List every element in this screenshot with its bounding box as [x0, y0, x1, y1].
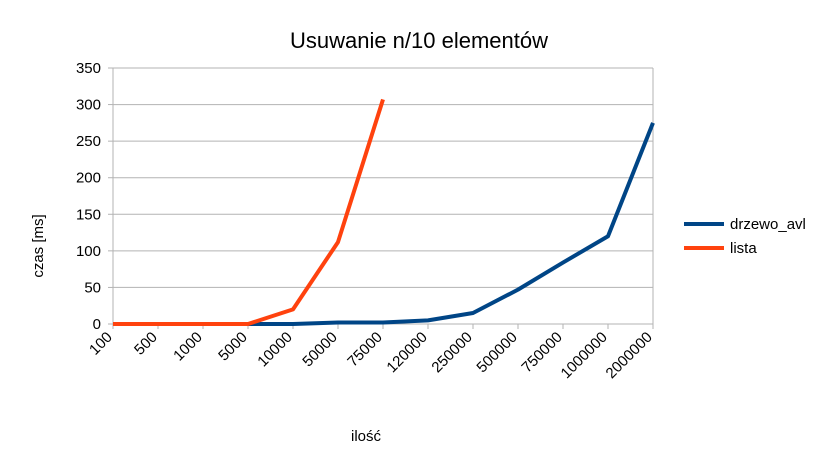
y-tick-labels: 0 50 100 150 200 250 300 350	[76, 60, 101, 333]
x-axis-label: ilość	[351, 428, 382, 445]
x-tick-label: 10000	[254, 329, 296, 371]
x-tick-labels: 100 500 1000 5000 10000 50000 7500012000025000…	[86, 329, 656, 382]
y-tick-label: 250	[76, 133, 101, 150]
gridlines	[108, 67, 654, 329]
x-tick-label: 75000	[344, 329, 386, 371]
legend-label: lista	[730, 240, 757, 257]
x-tick-label: 120000	[383, 329, 430, 376]
x-tick-label: 50000	[299, 329, 341, 371]
x-tick-label: 500000	[473, 329, 520, 376]
y-tick-label: 200	[76, 170, 101, 187]
series-line-drzewo_avl	[113, 122, 655, 326]
series-lines	[113, 98, 655, 326]
series-line-lista	[113, 98, 385, 326]
x-tick-label: 5000	[215, 329, 251, 365]
y-axis-label: czas [ms]	[30, 214, 47, 277]
chart-title: Usuwanie n/10 elementów	[290, 28, 548, 53]
x-tick-label: 2000000	[603, 329, 656, 382]
y-tick-label: 300	[76, 97, 101, 114]
x-tick-label: 250000	[428, 329, 475, 376]
y-tick-label: 50	[84, 279, 101, 296]
y-tick-label: 0	[93, 316, 101, 333]
y-tick-label: 150	[76, 206, 101, 223]
x-tick-label: 1000	[170, 329, 206, 365]
y-tick-label: 100	[76, 243, 101, 260]
x-tick-label: 100	[86, 329, 116, 359]
legend-label: drzewo_avl	[730, 216, 806, 233]
x-tick-label: 500	[131, 329, 161, 359]
x-tick-label: 1000000	[558, 329, 611, 382]
y-tick-label: 350	[76, 60, 101, 77]
